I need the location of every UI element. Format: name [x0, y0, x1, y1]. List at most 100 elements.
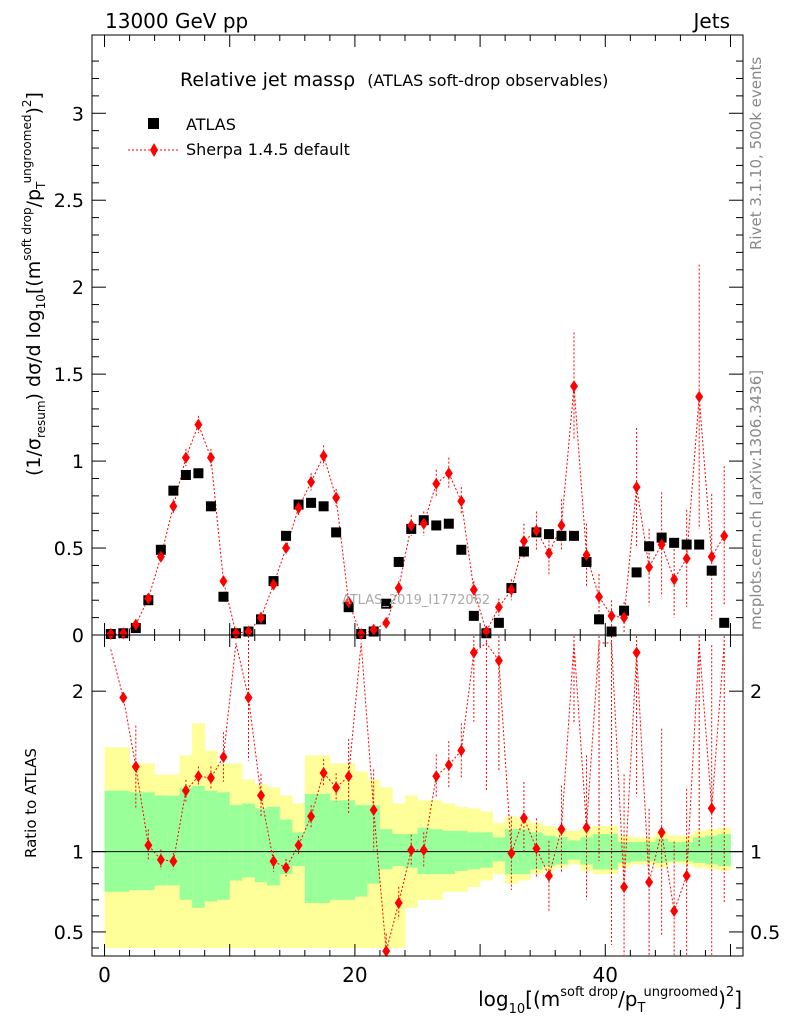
- sherpa-point: [394, 582, 403, 595]
- atlas-point: [306, 497, 317, 508]
- atlas-point: [456, 544, 467, 555]
- band-inner-bin: [617, 842, 631, 863]
- atlas-point: [631, 567, 642, 578]
- x-tick-label: 0: [98, 963, 111, 987]
- sherpa-point: [620, 611, 629, 624]
- ratio-series: [110, 636, 725, 958]
- band-inner-bin: [692, 837, 706, 863]
- ratio-point: [544, 869, 553, 882]
- sherpa-point: [131, 618, 140, 631]
- ratio-point: [369, 803, 378, 816]
- ratio-point: [344, 770, 353, 783]
- main-y-tick-label: 2: [72, 277, 84, 299]
- ratio-point: [257, 789, 266, 802]
- main-series: [105, 264, 730, 640]
- atlas-point: [281, 530, 292, 541]
- sherpa-point: [595, 590, 604, 603]
- ratio-y-axis-label: Ratio to ATLAS: [22, 748, 40, 858]
- ratio-point: [645, 876, 654, 889]
- sherpa-point: [332, 491, 341, 504]
- ratio-point: [156, 853, 165, 866]
- sherpa-point: [269, 578, 278, 591]
- sherpa-point: [407, 519, 416, 532]
- band-inner-bin: [242, 803, 256, 878]
- chart-title-main: Relative jet massρ: [180, 69, 355, 91]
- ratio-point: [582, 821, 591, 834]
- sherpa-point: [257, 611, 266, 624]
- sherpa-point: [169, 500, 178, 513]
- band-inner-bin: [317, 793, 331, 904]
- band-inner-bin: [279, 819, 293, 875]
- sherpa-point: [156, 550, 165, 563]
- ratio-point: [194, 770, 203, 783]
- atlas-point: [543, 529, 554, 540]
- category-label: Jets: [692, 9, 730, 33]
- main-y-axis-label: (1/σresum) dσ/d log10[(msoft drop/pTungr…: [20, 92, 48, 476]
- atlas-point: [318, 501, 329, 512]
- sherpa-point: [557, 519, 566, 532]
- sherpa-point: [444, 467, 453, 480]
- legend-label-sherpa: Sherpa 1.4.5 default: [186, 140, 350, 159]
- ratio-point: [670, 905, 679, 918]
- sherpa-point: [670, 573, 679, 586]
- ratio-point: [494, 654, 503, 667]
- atlas-point: [331, 527, 342, 538]
- sherpa-point: [219, 575, 228, 588]
- atlas-point: [619, 605, 630, 616]
- ratio-point: [382, 945, 391, 958]
- band-inner-bin: [329, 800, 343, 900]
- ratio-point: [407, 844, 416, 857]
- band-inner-bin: [492, 837, 506, 862]
- ratio-y-tick-label-left: 0.5: [54, 922, 84, 944]
- atlas-point: [381, 598, 392, 609]
- sherpa-point: [294, 502, 303, 515]
- sherpa-point: [707, 550, 716, 563]
- atlas-point: [594, 614, 605, 625]
- band-inner-bin: [580, 837, 594, 865]
- atlas-point: [606, 626, 617, 637]
- atlas-point: [193, 468, 204, 479]
- atlas-point: [644, 541, 655, 552]
- band-inner-bin: [229, 805, 243, 881]
- band-inner-bin: [455, 830, 468, 871]
- sherpa-point: [144, 592, 153, 605]
- atlas-point: [694, 539, 705, 550]
- band-inner-bin: [567, 840, 581, 860]
- ratio-point: [657, 826, 666, 839]
- ratio-point: [169, 855, 178, 868]
- ratio-point: [244, 691, 253, 704]
- band-inner-bin: [367, 805, 381, 884]
- ratio-point: [181, 784, 190, 797]
- atlas-point: [669, 537, 680, 548]
- atlas-point: [681, 539, 692, 550]
- ratio-y-tick-label-right: 1: [750, 842, 762, 864]
- x-tick-label: 20: [342, 963, 367, 987]
- ratio-y-tick-label-right: 0.5: [750, 922, 780, 944]
- sherpa-point: [544, 547, 553, 560]
- ratio-point: [144, 839, 153, 852]
- ratio-point: [557, 823, 566, 836]
- ratio-point: [444, 759, 453, 772]
- analysis-watermark: ATLAS_2019_I1772062: [342, 593, 490, 608]
- x-tick-label: 40: [593, 963, 618, 987]
- sherpa-point: [319, 449, 328, 462]
- sherpa-point: [344, 595, 353, 608]
- ratio-uncertainty-band: [92, 723, 743, 948]
- sherpa-point: [695, 390, 704, 403]
- sherpa-point: [119, 627, 128, 640]
- chart-title: Relative jet massρ (ATLAS soft-drop obse…: [180, 69, 608, 91]
- band-inner-bin: [467, 832, 481, 870]
- ratio-point: [332, 781, 341, 794]
- band-inner-bin: [354, 805, 368, 897]
- ratio-point: [119, 691, 128, 704]
- sherpa-point: [582, 549, 591, 561]
- axis-ticks: 0 20 40 0 0.5 1 1.5 2 2.5 3 0.5 0.5 1 1 2 2: [54, 35, 780, 987]
- band-inner-bin: [217, 792, 231, 900]
- main-y-tick-label: 2.5: [54, 190, 84, 212]
- rivet-version-label: Rivet 3.1.10, 500k events: [747, 57, 765, 250]
- ratio-point: [432, 770, 441, 783]
- ratio-point: [294, 839, 303, 852]
- band-inner-bin: [342, 800, 356, 900]
- ratio-y-tick-label-left: 2: [72, 681, 84, 703]
- sherpa-point: [657, 538, 666, 551]
